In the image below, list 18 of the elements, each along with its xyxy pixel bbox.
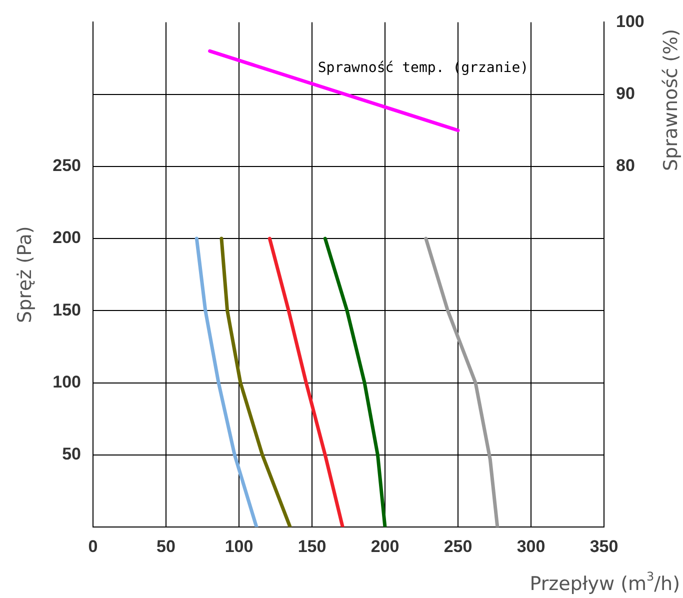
y2-axis-title: Sprawność (%)	[660, 28, 682, 172]
x-tick-label: 0	[88, 536, 98, 556]
y-axis-title: Spręż (Pa)	[14, 226, 36, 323]
x-tick-label: 200	[370, 536, 400, 556]
y2-tick-label: 90	[616, 84, 635, 103]
y2-tick-label: 100	[616, 12, 644, 31]
x-tick-label: 50	[156, 536, 176, 556]
y-tick-label: 200	[52, 228, 81, 248]
y-tick-label: 50	[62, 444, 81, 464]
x-tick-label: 350	[590, 536, 618, 556]
x-tick-label: 300	[516, 536, 546, 556]
y-tick-label: 150	[52, 300, 81, 320]
y-tick-label: 250	[52, 156, 81, 176]
x-tick-label: 100	[224, 536, 254, 556]
x-tick-label: 250	[444, 536, 472, 556]
y2-tick-label: 80	[616, 156, 635, 176]
y-tick-label: 100	[52, 372, 81, 392]
x-tick-label: 150	[298, 536, 326, 556]
